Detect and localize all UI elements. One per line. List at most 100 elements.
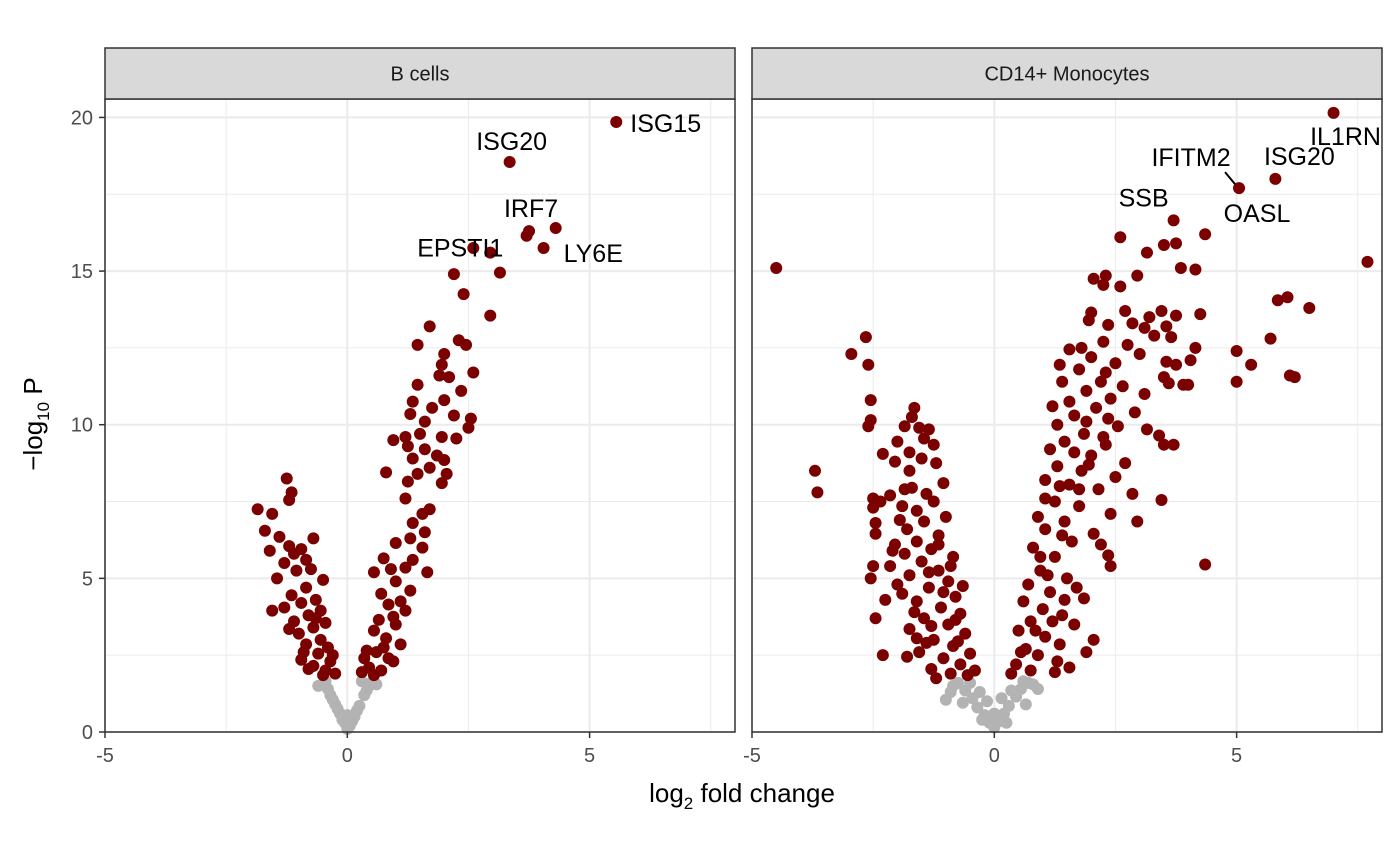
data-point-significant-down — [869, 517, 882, 530]
data-point-significant-up — [1264, 332, 1277, 345]
facet-strip-label: CD14+ Monocytes — [984, 64, 1149, 86]
data-point-significant-down — [879, 593, 892, 606]
data-point-labeled — [610, 116, 623, 129]
panel-background — [752, 99, 1382, 732]
gene-label-oasl: OASL — [1224, 200, 1291, 228]
data-point-significant-down — [927, 495, 940, 508]
data-point-significant-down — [901, 650, 914, 663]
data-point-significant-up — [389, 575, 402, 588]
data-point-significant-up — [411, 338, 424, 351]
data-point-significant-up — [1051, 418, 1064, 431]
data-point-significant-down — [329, 667, 342, 680]
data-point-significant-down — [939, 510, 952, 523]
data-point-significant-up — [1065, 535, 1078, 548]
data-point-significant-up — [1080, 646, 1093, 659]
data-point-not-significant — [944, 686, 957, 699]
data-point-not-significant — [1005, 684, 1018, 697]
data-point-significant-down — [251, 503, 264, 516]
data-point-significant-down — [283, 623, 296, 636]
data-point-significant-up — [1199, 558, 1212, 571]
data-point-significant-down — [862, 358, 875, 371]
data-point-significant-up — [1094, 538, 1107, 551]
data-point-significant-down — [884, 560, 897, 573]
data-point-not-significant — [1017, 675, 1030, 688]
data-point-labeled — [1167, 214, 1180, 227]
data-point-significant-up — [355, 666, 368, 679]
data-point-significant-up — [1140, 246, 1153, 259]
data-point-significant-up — [1005, 667, 1018, 680]
data-point-significant-down — [935, 601, 947, 614]
data-point-significant-down — [932, 529, 945, 542]
data-point-significant-up — [467, 366, 480, 379]
data-point-significant-down — [920, 636, 933, 649]
data-point-significant-up — [418, 526, 431, 539]
data-point-significant-down — [922, 423, 935, 436]
data-point-significant-up — [411, 378, 424, 391]
data-point-significant-down — [809, 464, 821, 477]
data-point-significant-up — [1109, 470, 1122, 483]
data-point-significant-down — [266, 604, 279, 617]
data-point-significant-down — [910, 595, 923, 608]
data-point-significant-up — [1199, 228, 1212, 241]
data-point-significant-up — [455, 384, 468, 397]
data-point-not-significant — [355, 675, 368, 688]
data-point-significant-up — [360, 644, 373, 657]
data-point-significant-up — [457, 288, 470, 301]
data-point-significant-up — [549, 222, 562, 235]
data-point-significant-up — [1097, 335, 1110, 348]
data-point-significant-up — [367, 669, 380, 682]
data-point-significant-up — [401, 475, 414, 488]
data-point-significant-down — [266, 507, 279, 520]
data-point-significant-up — [443, 371, 456, 384]
data-point-significant-up — [1056, 375, 1069, 388]
data-point-significant-down — [263, 544, 276, 557]
data-point-significant-down — [273, 530, 286, 543]
facet-strip-label: B cells — [391, 64, 450, 86]
data-point-significant-up — [435, 431, 448, 444]
data-point-significant-down — [925, 663, 938, 676]
y-tick-label: 5 — [82, 568, 93, 590]
data-point-significant-down — [893, 513, 906, 526]
data-point-significant-up — [1189, 263, 1202, 276]
data-point-significant-down — [910, 504, 923, 517]
data-point-labeled — [1327, 106, 1340, 119]
data-point-significant-up — [1288, 371, 1301, 384]
data-point-significant-down — [932, 538, 945, 551]
data-point-significant-down — [896, 587, 909, 600]
data-point-significant-up — [1029, 624, 1042, 637]
data-point-significant-up — [438, 394, 451, 407]
data-point-significant-up — [404, 532, 417, 545]
data-point-significant-up — [1281, 291, 1294, 304]
data-point-significant-up — [1094, 375, 1107, 388]
data-point-significant-up — [1189, 341, 1202, 354]
data-point-significant-down — [891, 578, 904, 591]
data-point-significant-up — [1182, 378, 1195, 391]
data-point-significant-up — [411, 467, 424, 480]
data-point-significant-up — [1068, 409, 1081, 422]
data-point-significant-down — [910, 632, 923, 645]
data-point-significant-up — [1097, 278, 1110, 291]
data-point-significant-up — [460, 338, 473, 351]
data-point-significant-down — [922, 581, 935, 594]
data-point-significant-up — [1027, 541, 1040, 554]
data-point-significant-up — [1131, 269, 1144, 282]
facet-strip — [104, 47, 736, 100]
x-tick-label: 0 — [342, 745, 353, 767]
data-point-significant-up — [1034, 550, 1047, 563]
data-point-significant-up — [1148, 329, 1161, 342]
data-point-significant-up — [1073, 363, 1086, 376]
data-point-significant-up — [1126, 487, 1139, 500]
data-point-significant-up — [1022, 578, 1035, 591]
data-point-significant-up — [382, 598, 395, 611]
gene-label-epsti1: EPSTI1 — [417, 235, 503, 263]
data-point-significant-down — [886, 544, 899, 557]
data-point-significant-up — [1099, 366, 1112, 379]
data-point-significant-up — [1031, 510, 1044, 523]
data-point-significant-down — [271, 572, 284, 585]
y-tick-label: 15 — [71, 261, 93, 283]
data-point-significant-up — [1153, 429, 1166, 442]
data-point-significant-down — [300, 553, 313, 566]
